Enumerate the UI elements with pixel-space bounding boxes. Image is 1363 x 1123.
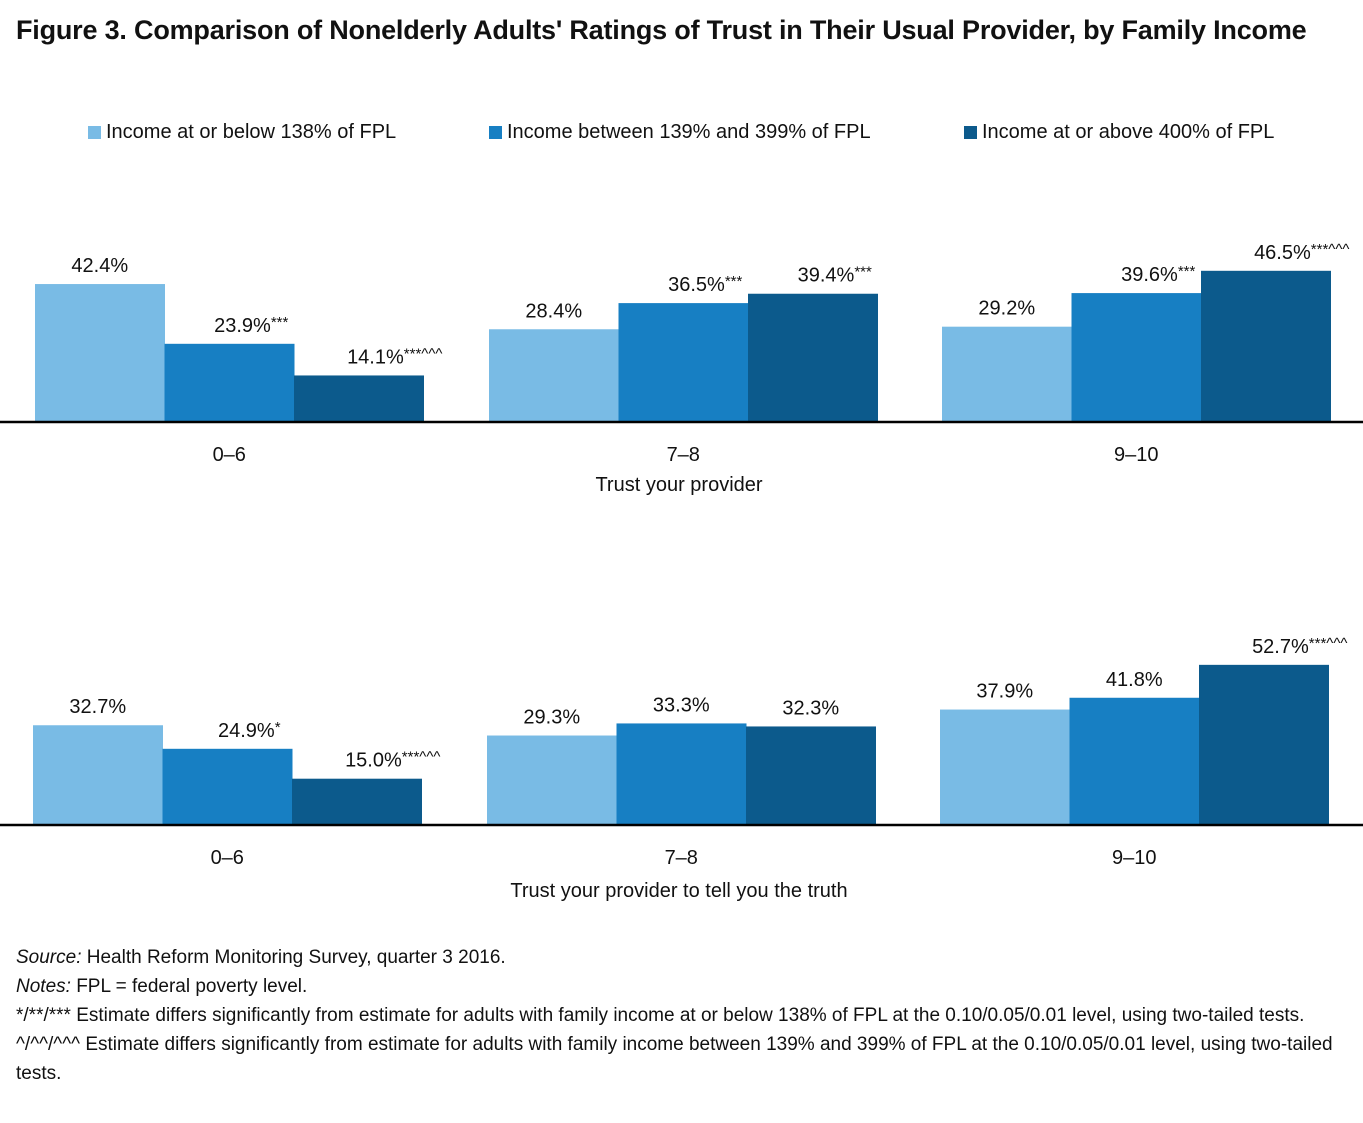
- data-label: 32.7%: [69, 696, 126, 718]
- legend-label-low-income: Income at or below 138% of FPL: [106, 121, 397, 143]
- data-label: 41.8%: [1106, 669, 1163, 691]
- bar-mid-income-2: [1071, 293, 1202, 421]
- figure-title: Figure 3. Comparison of Nonelderly Adult…: [16, 15, 1307, 45]
- data-label: 29.3%: [523, 707, 580, 729]
- data-label: 14.1%***^^^: [347, 345, 442, 368]
- bar-mid-income-0: [164, 343, 295, 421]
- data-label: 46.5%***^^^: [1254, 241, 1349, 264]
- chart-trust-provider-truth: 32.7% 24.9%* 15.0%***^^^ 0–6 29.3% 33.3% 32.3%…: [0, 635, 1363, 902]
- data-label: 28.4%: [525, 300, 582, 322]
- legend: Income at or below 138% of FPL Income be…: [0, 121, 1363, 147]
- notes-line: Notes: FPL = federal poverty level.: [16, 972, 1346, 1001]
- bar-high-income-0: [294, 375, 424, 421]
- data-label: 42.4%: [71, 255, 128, 277]
- data-label: 33.3%: [653, 694, 710, 716]
- legend-swatch-high-income: [964, 126, 977, 139]
- bar-group-1: 29.3% 33.3% 32.3%: [487, 694, 876, 824]
- source-text: Health Reform Monitoring Survey, quarter…: [81, 947, 506, 968]
- source-label: Source:: [16, 947, 82, 968]
- bar-mid-income-1: [616, 723, 747, 824]
- x-tick-label: 0–6: [211, 847, 244, 869]
- bar-low-income-2: [942, 326, 1072, 421]
- bar-group-1: 28.4% 36.5%*** 39.4%***: [489, 264, 878, 421]
- notes-label: Notes:: [16, 976, 71, 997]
- bar-low-income-2: [940, 709, 1070, 824]
- bar-high-income-1: [748, 293, 878, 421]
- legend-item-mid-income: Income between 139% and 399% of FPL: [489, 121, 871, 144]
- data-label: 23.9%***: [214, 314, 288, 337]
- x-tick-label: 9–10: [1114, 444, 1159, 466]
- bar-low-income-1: [487, 735, 617, 824]
- data-label: 52.7%***^^^: [1252, 635, 1347, 658]
- bar-high-income-1: [746, 726, 876, 824]
- bar-mid-income-1: [618, 303, 749, 421]
- x-tick-label: 7–8: [667, 444, 700, 466]
- footnote-caret: ^/^^/^^^ Estimate differs significantly …: [16, 1034, 1333, 1084]
- data-label: 24.9%*: [218, 719, 281, 742]
- data-label: 39.6%***: [1121, 263, 1195, 286]
- bar-low-income-0: [33, 725, 163, 824]
- bar-low-income-1: [489, 329, 619, 421]
- legend-swatch-mid-income: [489, 126, 502, 139]
- data-label: 32.3%: [782, 697, 839, 719]
- bar-high-income-0: [292, 778, 422, 824]
- bar-group-2: 29.2% 39.6%*** 46.5%***^^^: [942, 241, 1349, 421]
- legend-swatch-low-income: [88, 126, 101, 139]
- bar-low-income-0: [35, 284, 165, 421]
- bar-group-0: 32.7% 24.9%* 15.0%***^^^: [33, 696, 440, 824]
- legend-item-low-income: Income at or below 138% of FPL: [88, 121, 396, 144]
- bar-mid-income-2: [1069, 697, 1200, 824]
- x-tick-label: 7–8: [665, 847, 698, 869]
- bar-mid-income-0: [162, 748, 293, 824]
- source-line: Source: Health Reform Monitoring Survey,…: [16, 943, 1346, 972]
- x-axis-title: Trust your provider to tell you the trut…: [510, 880, 847, 902]
- bar-group-0: 42.4% 23.9%*** 14.1%***^^^: [35, 255, 442, 421]
- legend-label-mid-income: Income between 139% and 399% of FPL: [507, 121, 871, 143]
- x-tick-label: 9–10: [1112, 847, 1157, 869]
- data-label: 39.4%***: [798, 264, 872, 287]
- data-label: 37.9%: [976, 681, 1033, 703]
- notes-text: FPL = federal poverty level.: [70, 976, 308, 997]
- data-label: 29.2%: [978, 298, 1035, 320]
- bar-high-income-2: [1199, 664, 1329, 824]
- chart-trust-your-provider: 42.4% 23.9%*** 14.1%***^^^ 0–6 28.4% 36.5%***…: [0, 241, 1363, 496]
- x-tick-label: 0–6: [213, 444, 246, 466]
- data-label: 15.0%***^^^: [345, 749, 440, 772]
- data-label: 36.5%***: [668, 273, 742, 296]
- notes: Source: Health Reform Monitoring Survey,…: [16, 943, 1346, 1088]
- legend-label-high-income: Income at or above 400% of FPL: [982, 121, 1275, 143]
- bar-high-income-2: [1201, 270, 1331, 421]
- x-axis-title: Trust your provider: [595, 474, 762, 496]
- bar-group-2: 37.9% 41.8% 52.7%***^^^: [940, 635, 1347, 824]
- footnote-asterisk: */**/*** Estimate differs significantly …: [16, 1005, 1305, 1026]
- legend-item-high-income: Income at or above 400% of FPL: [964, 121, 1274, 144]
